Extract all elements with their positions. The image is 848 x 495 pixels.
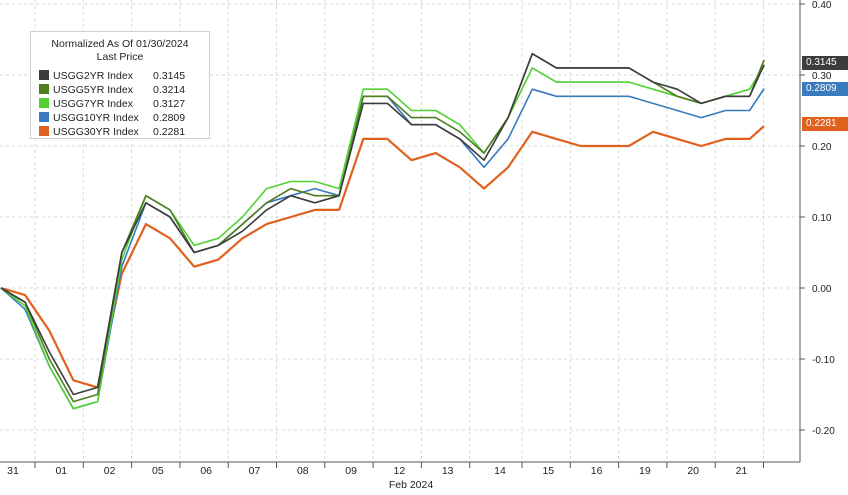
legend-value-7yr: 0.3127 [153,98,186,110]
legend-swatch-7yr [39,98,49,108]
y-tick-label: 0.00 [812,284,832,295]
series-lines [0,52,765,410]
legend-value-5yr: 0.3214 [153,84,186,96]
legend-label-10yr: USGG10YR Index [53,112,139,124]
legend-value-30yr: 0.2281 [153,126,186,138]
x-tick-label: 06 [200,465,212,477]
legend-label-7yr: USGG7YR Index [53,98,133,110]
legend-swatch-2yr [39,70,49,80]
last-price-tag-2yr: 0.3145 [802,56,848,70]
legend-label-5yr: USGG5YR Index [53,84,133,96]
legend-swatch-30yr [39,126,49,136]
x-tick-label: 21 [736,465,748,477]
last-price-tag-10yr: 0.2809 [802,82,848,96]
x-tick-label: 19 [639,465,651,477]
x-tick-label: 20 [687,465,699,477]
last-price-tag-30yr: 0.2281 [802,117,848,131]
y-tick-label: 0.20 [812,142,832,153]
x-tick-label: 05 [152,465,164,477]
x-tick-label: 08 [297,465,309,477]
series-line-usgg7yr-index [0,65,765,410]
legend-entry-10yr: USGG10YR Index 0.2809 [39,112,185,125]
x-tick-label: 07 [249,465,261,477]
series-line-usgg2yr-index [0,52,765,396]
legend-title: Normalized As Of 01/30/2024 [51,38,189,50]
axes: -0.20 -0.10 0.00 0.10 0.20 0.30 0.40 31 01 02 05 06… [0,0,835,491]
x-tick-label: 14 [494,465,506,477]
legend-subtitle: Last Price [96,51,144,63]
x-tick-label: 12 [394,465,406,477]
x-tick-label: 13 [442,465,454,477]
x-axis-label: Feb 2024 [389,479,434,491]
legend-value-10yr: 0.2809 [153,112,186,124]
legend-label-30yr: USGG30YR Index [53,126,139,138]
y-tick-label: 0.30 [812,71,832,82]
y-tick-label: 0.10 [812,213,832,224]
legend-entry-7yr: USGG7YR Index 0.3127 [39,98,185,111]
grid-lines [0,0,800,462]
legend-value-2yr: 0.3145 [153,70,186,82]
x-tick-label: 02 [104,465,116,477]
y-tick-label: -0.10 [812,355,835,366]
series-line-usgg30yr-index [0,125,765,389]
legend-swatch-10yr [39,112,49,122]
x-tick-label: 15 [542,465,554,477]
legend-box: Normalized As Of 01/30/2024 Last Price U… [30,31,210,139]
legend-label-2yr: USGG2YR Index [53,70,133,82]
y-tick-label: -0.20 [812,426,835,437]
legend-swatch-5yr [39,84,49,94]
legend-entry-2yr: USGG2YR Index 0.3145 [39,70,185,83]
x-tick-label: 01 [55,465,67,477]
legend-entry-30yr: USGG30YR Index 0.2281 [39,126,185,139]
legend-entry-5yr: USGG5YR Index 0.3214 [39,84,185,97]
x-tick-label: 09 [345,465,357,477]
x-tick-label: 16 [591,465,603,477]
x-tick-label: 31 [7,465,19,477]
y-tick-label: 0.40 [812,0,832,11]
